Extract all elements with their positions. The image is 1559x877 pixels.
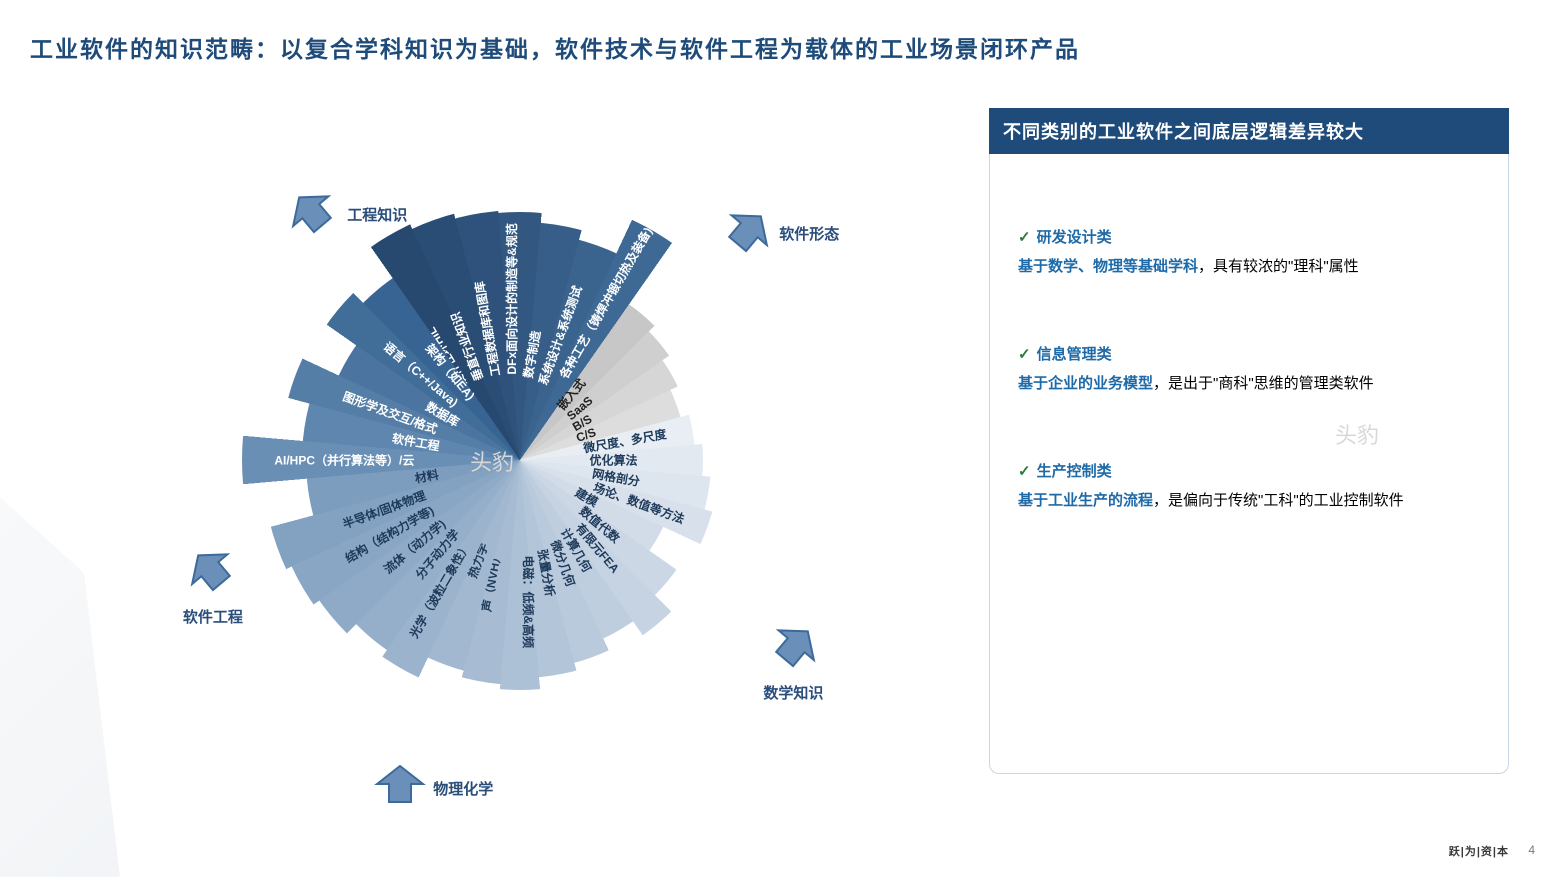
category-item: ✓ 研发设计类基于数学、物理等基础学科，具有较浓的"理科"属性	[1018, 224, 1480, 281]
footer-logo: 跃|为|资|本	[1449, 843, 1509, 859]
category-desc-highlight: 基于企业的业务模型	[1018, 375, 1153, 392]
panel-body: ✓ 研发设计类基于数学、物理等基础学科，具有较浓的"理科"属性 ✓ 信息管理类基于企业…	[989, 154, 1509, 774]
sector-arrow-label: 软件工程	[183, 606, 243, 627]
category-desc: 基于工业生产的流程，是偏向于传统"工科"的工业控制软件	[1018, 487, 1480, 516]
sector-arrow-icon	[186, 546, 240, 600]
category-desc: 基于数学、物理等基础学科，具有较浓的"理科"属性	[1018, 253, 1480, 282]
category-title-text: 信息管理类	[1037, 346, 1112, 363]
panel-header: 不同类别的工业软件之间底层逻辑差异较大	[989, 108, 1509, 154]
pie-slice	[298, 238, 742, 682]
sector-arrow: 软件工程	[183, 546, 243, 627]
category-title: ✓ 生产控制类	[1018, 458, 1480, 487]
category-item: ✓ 生产控制类基于工业生产的流程，是偏向于传统"工科"的工业控制软件	[1018, 458, 1480, 515]
check-icon: ✓	[1018, 463, 1031, 480]
sector-arrow-icon	[719, 207, 773, 261]
sector-arrow: 工程知识	[287, 188, 407, 242]
fan-chart: 硬件在环HIL垂直行业知识工程数据库和图库DFx面向设计的制造等&规范数字制造系…	[120, 100, 920, 820]
sector-arrow: 物理化学	[373, 762, 493, 816]
sector-arrow-label: 工程知识	[347, 204, 407, 225]
sector-arrow-label: 物理化学	[433, 778, 493, 799]
page-number: 4	[1528, 843, 1535, 857]
category-desc: 基于企业的业务模型，是出于"商科"思维的管理类软件	[1018, 370, 1480, 399]
category-title: ✓ 信息管理类	[1018, 341, 1480, 370]
category-desc-rest: ，是出于"商科"思维的管理类软件	[1153, 375, 1374, 392]
sector-arrow-icon	[287, 188, 341, 242]
pie-container: 硬件在环HIL垂直行业知识工程数据库和图库DFx面向设计的制造等&规范数字制造系…	[240, 180, 800, 740]
category-desc-rest: ，具有较浓的"理科"属性	[1198, 258, 1359, 275]
side-panel: 不同类别的工业软件之间底层逻辑差异较大 ✓ 研发设计类基于数学、物理等基础学科，具…	[989, 108, 1509, 788]
sector-arrow: 软件形态	[719, 207, 839, 261]
background-shade	[0, 497, 120, 877]
sector-arrow-label: 数学知识	[763, 682, 823, 703]
sector-arrow-label: 软件形态	[779, 223, 839, 244]
sector-arrow-icon	[766, 622, 820, 676]
check-icon: ✓	[1018, 229, 1031, 246]
category-item: ✓ 信息管理类基于企业的业务模型，是出于"商科"思维的管理类软件	[1018, 341, 1480, 398]
category-title: ✓ 研发设计类	[1018, 224, 1480, 253]
sector-arrow: 数学知识	[763, 622, 823, 703]
title-text: 工业软件的知识范畴：以复合学科知识为基础，软件技术与软件工程为载体的工业场景闭环…	[30, 36, 1080, 62]
category-desc-rest: ，是偏向于传统"工科"的工业控制软件	[1153, 492, 1404, 509]
check-icon: ✓	[1018, 346, 1031, 363]
category-title-text: 研发设计类	[1037, 229, 1112, 246]
sector-arrow-icon	[373, 762, 427, 816]
category-desc-highlight: 基于数学、物理等基础学科	[1018, 258, 1198, 275]
category-title-text: 生产控制类	[1037, 463, 1112, 480]
category-desc-highlight: 基于工业生产的流程	[1018, 492, 1153, 509]
page-title: 工业软件的知识范畴：以复合学科知识为基础，软件技术与软件工程为载体的工业场景闭环…	[30, 30, 1080, 64]
